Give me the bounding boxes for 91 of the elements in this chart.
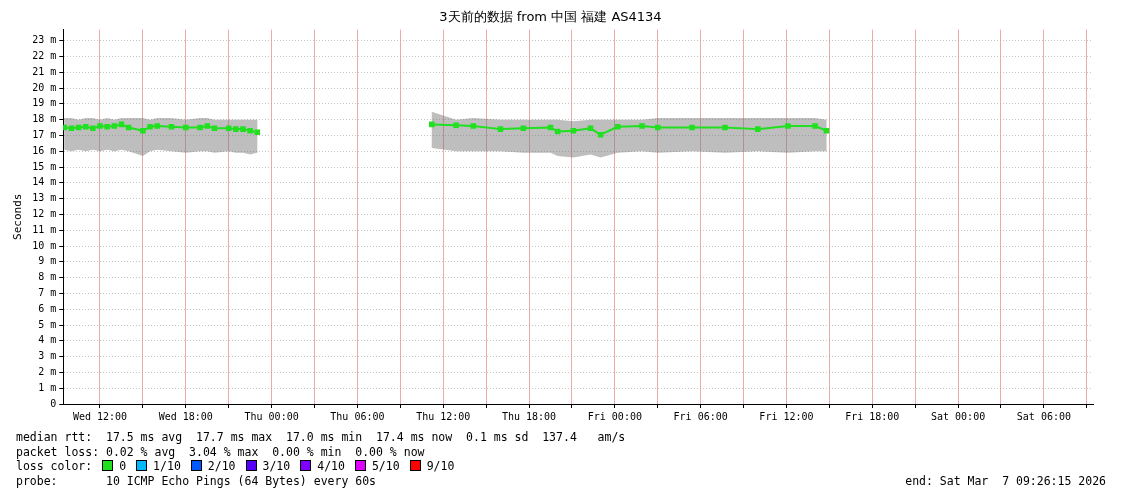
point bbox=[570, 127, 577, 134]
point bbox=[147, 123, 153, 130]
point bbox=[689, 124, 695, 131]
point bbox=[470, 123, 477, 129]
y-tick-label: 15 m bbox=[32, 160, 57, 172]
point bbox=[68, 125, 75, 132]
text: median rtt: 17.5 ms avg 17.7 ms max 17.0 ms min 17.4 ms now 0.1 ms sd 137.4 am/s bbox=[16, 430, 627, 445]
y-tick-label: 14 m bbox=[32, 176, 57, 188]
point bbox=[233, 126, 239, 132]
x-tick-label: Thu 00:00 bbox=[244, 410, 299, 422]
point bbox=[211, 125, 218, 132]
x-tick-label: Fri 06:00 bbox=[673, 410, 728, 422]
text: 2/10 bbox=[207, 459, 236, 473]
point bbox=[639, 123, 645, 129]
x-tick-label: Fri 00:00 bbox=[587, 410, 642, 422]
point bbox=[183, 124, 189, 131]
point bbox=[97, 123, 103, 129]
x-tick-label: Fri 18:00 bbox=[845, 410, 900, 422]
x-tick-label: Thu 12:00 bbox=[416, 410, 471, 422]
point bbox=[140, 127, 146, 134]
x-tick-label: Wed 18:00 bbox=[158, 410, 213, 422]
y-tick-label: 9 m bbox=[38, 255, 57, 267]
y-tick-label: 19 m bbox=[32, 97, 57, 109]
point bbox=[118, 121, 125, 128]
point bbox=[240, 126, 246, 132]
point bbox=[125, 124, 132, 131]
x-tick-label: Thu 06:00 bbox=[330, 410, 385, 422]
x-tick-label: Thu 18:00 bbox=[501, 410, 557, 422]
y-tick-label: 18 m bbox=[32, 113, 57, 125]
y-tick-label: 22 m bbox=[32, 50, 57, 62]
text: 9/10 bbox=[426, 459, 455, 473]
y-tick-label: 2 m bbox=[38, 366, 57, 377]
y-tick-label: 1 m bbox=[38, 381, 57, 393]
x-tick-label: Fri 12:00 bbox=[759, 410, 814, 422]
point bbox=[197, 124, 203, 131]
y-axis-title: Seconds bbox=[11, 193, 25, 240]
text: 1/10 bbox=[153, 459, 181, 473]
y-tick-label: 7 m bbox=[38, 287, 57, 299]
point bbox=[785, 123, 791, 129]
text: end: Sat Mar 7 09:26:15 2026 bbox=[905, 473, 1106, 488]
x-tick-label: Sat 06:00 bbox=[1016, 410, 1071, 422]
text: 4/10 bbox=[317, 459, 345, 473]
point bbox=[597, 131, 604, 138]
point bbox=[654, 124, 661, 131]
text: 5/10 bbox=[371, 459, 400, 473]
y-tick-label: 13 m bbox=[32, 192, 57, 204]
point bbox=[247, 127, 253, 134]
text: 0 bbox=[119, 459, 127, 473]
point bbox=[453, 122, 459, 128]
point bbox=[823, 127, 830, 134]
point bbox=[168, 123, 175, 130]
y-tick-label: 12 m bbox=[32, 208, 57, 220]
y-tick-label: 21 m bbox=[32, 65, 57, 77]
y-tick-label: 16 m bbox=[32, 144, 57, 156]
point bbox=[204, 123, 211, 129]
y-tick-label: 5 m bbox=[38, 318, 57, 330]
point bbox=[812, 123, 818, 129]
point bbox=[82, 123, 89, 130]
chart-title: 3天前的数据 from 中国 福建 AS4134 bbox=[439, 9, 662, 25]
point bbox=[154, 123, 160, 129]
text: packet loss: 0.02 % avg 3.04 % max 0.00 % min 0.00 % now bbox=[16, 444, 426, 459]
x-tick-label: Sat 00:00 bbox=[930, 410, 986, 422]
point bbox=[554, 128, 561, 135]
x-tick-label: Wed 12:00 bbox=[72, 410, 128, 422]
point bbox=[722, 124, 728, 131]
y-tick-label: 17 m bbox=[32, 129, 57, 141]
point bbox=[104, 123, 110, 130]
text: loss color: bbox=[16, 459, 93, 473]
point bbox=[90, 125, 96, 132]
text: 3/10 bbox=[262, 459, 291, 473]
point bbox=[755, 126, 761, 132]
y-tick-label: 23 m bbox=[32, 34, 57, 46]
point bbox=[614, 123, 621, 130]
y-tick-label: 10 m bbox=[32, 239, 57, 251]
y-tick-label: 3 m bbox=[38, 350, 57, 362]
y-tick-label: 11 m bbox=[32, 223, 57, 235]
point bbox=[225, 125, 232, 132]
y-tick-label: 20 m bbox=[32, 81, 57, 93]
point bbox=[587, 125, 594, 132]
y-tick-label: 6 m bbox=[38, 302, 57, 314]
point bbox=[429, 121, 435, 128]
point bbox=[111, 123, 118, 129]
point bbox=[75, 124, 82, 131]
text: probe: 10 ICMP Echo Pings (64 Bytes) every 60s bbox=[16, 473, 377, 488]
point bbox=[520, 125, 527, 132]
y-tick-label: 0 bbox=[50, 397, 57, 409]
point bbox=[254, 129, 261, 136]
y-tick-label: 8 m bbox=[38, 271, 57, 283]
y-tick-label: 4 m bbox=[38, 334, 57, 346]
point bbox=[497, 126, 504, 132]
point bbox=[547, 124, 554, 131]
